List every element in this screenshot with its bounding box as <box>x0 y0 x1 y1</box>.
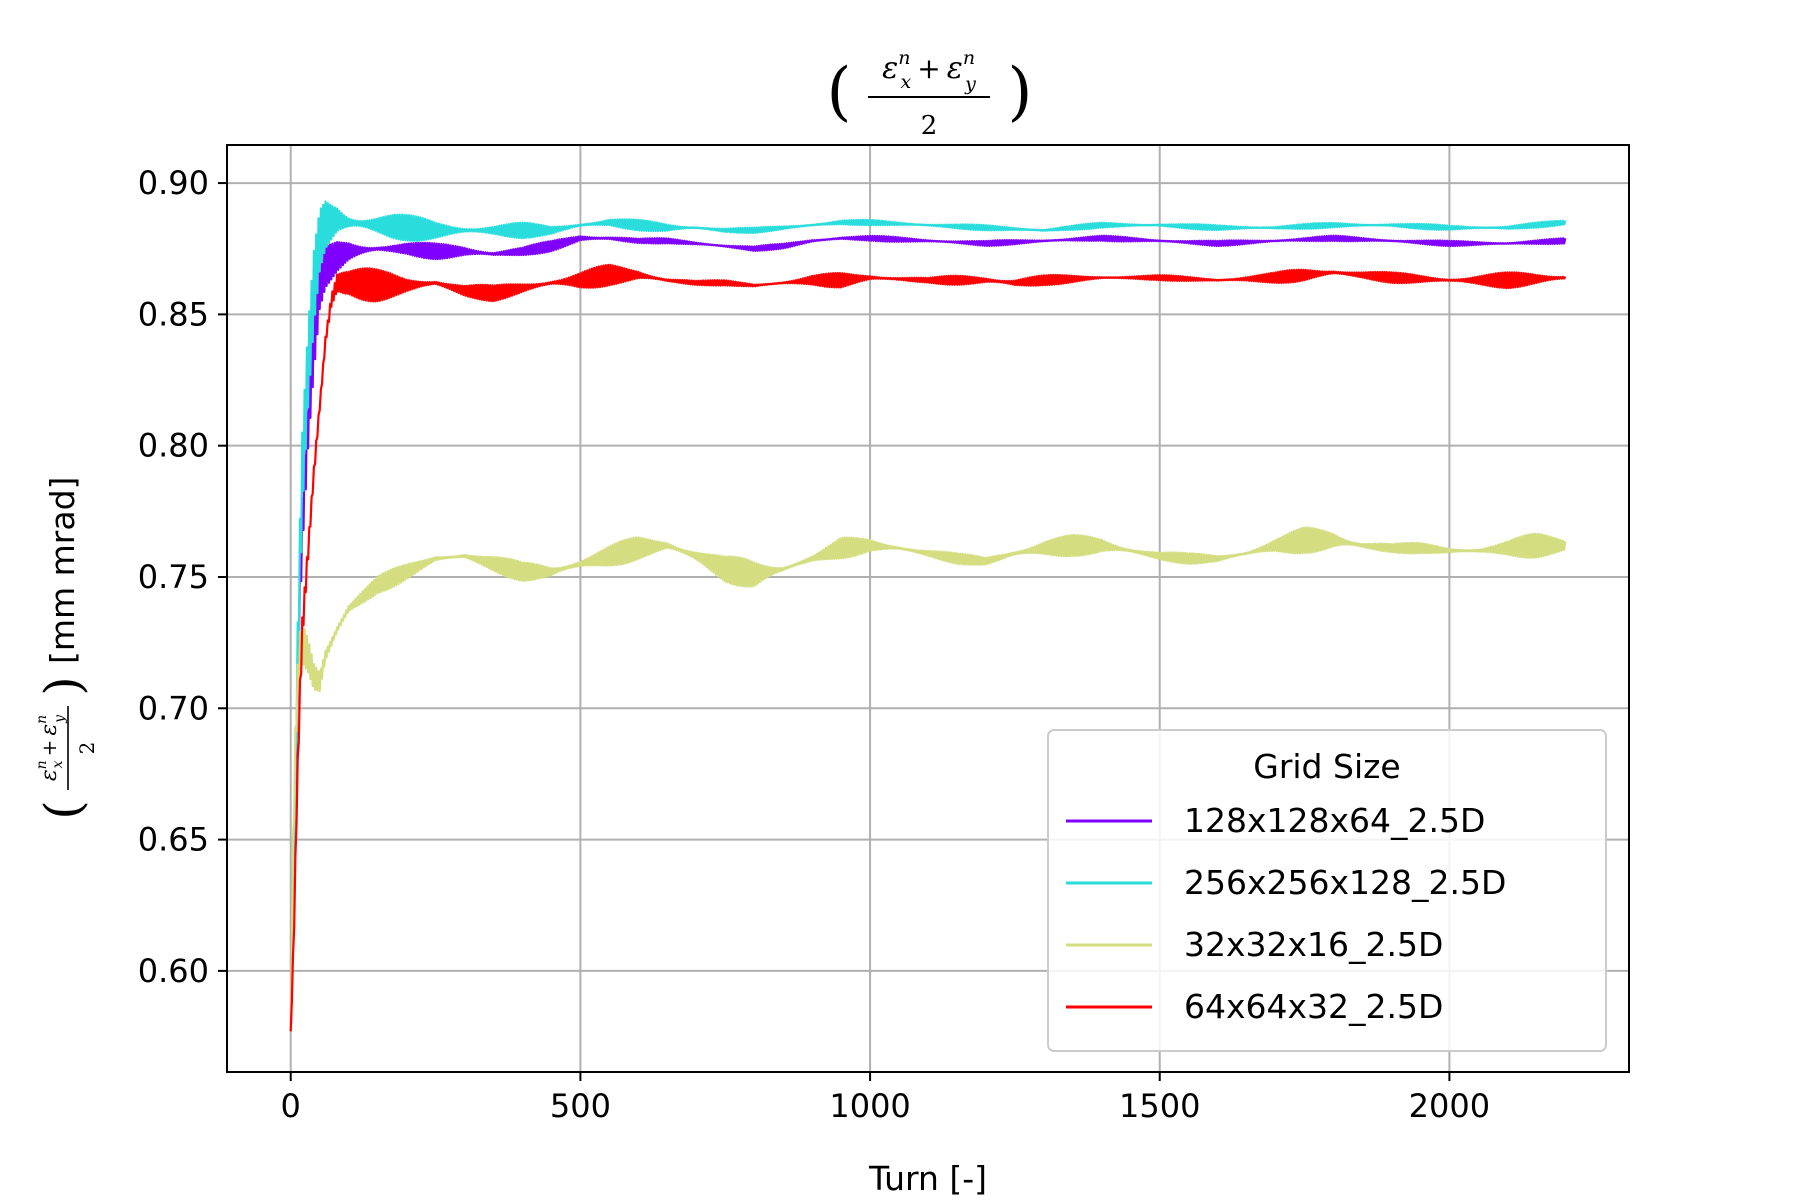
y-tick-label: 0.85 <box>138 295 209 333</box>
legend-label: 128x128x64_2.5D <box>1184 801 1485 840</box>
title-paren-left: ( <box>827 55 852 129</box>
series-line-32x32x16_2.5D <box>289 526 1567 1032</box>
x-tick-label: 2000 <box>1409 1087 1490 1125</box>
legend: Grid Size 128x128x64_2.5D 256x256x128_2.5… <box>1047 729 1607 1052</box>
series-layer <box>289 200 1567 1032</box>
legend-items: 128x128x64_2.5D 256x256x128_2.5D 32x32x16_… <box>1066 801 1506 1026</box>
y-label-paren-left: ( <box>34 800 92 820</box>
legend-label: 64x64x32_2.5D <box>1184 987 1443 1026</box>
y-tick-label: 0.75 <box>138 558 209 596</box>
y-axis-label: ( εnx+εn y 2 ) [mm mrad] <box>34 477 99 820</box>
title-numerator: εn x + εn y <box>882 47 976 95</box>
title-denominator: 2 <box>921 111 938 141</box>
legend-label: 256x256x128_2.5D <box>1184 863 1506 902</box>
y-label-paren-right: ) <box>34 676 92 696</box>
plot-area-frame <box>226 144 1630 1073</box>
legend-label: 32x32x16_2.5D <box>1184 925 1443 964</box>
y-tick-label: 0.65 <box>138 821 209 859</box>
x-tick-label: 1500 <box>1119 1087 1200 1125</box>
y-tick-label: 0.70 <box>138 689 209 727</box>
y-label-unit: [mm mrad] <box>43 477 82 664</box>
series-line-128x128x64_2.5D <box>289 234 1567 1032</box>
legend-box <box>1047 729 1607 1052</box>
y-tick-label: 0.90 <box>138 164 209 202</box>
title-paren-right: ) <box>1008 55 1033 129</box>
chart-title: ( εn x + εn y 2 ) <box>827 47 1033 141</box>
x-tick-label: 0 <box>281 1087 301 1125</box>
x-tick-label: 500 <box>550 1087 611 1125</box>
ticks: 0 500 1000 1500 2000 0.60 0.65 0.70 0.75 0.80 0.85… <box>138 164 1490 1125</box>
series-line-64x64x32_2.5D <box>289 263 1567 1032</box>
x-axis-label: Turn [-] <box>868 1159 987 1198</box>
series-line-256x256x128_2.5D <box>289 200 1567 1032</box>
legend-title: Grid Size <box>1253 747 1401 786</box>
y-tick-label: 0.80 <box>138 427 209 465</box>
y-tick-label: 0.60 <box>138 952 209 990</box>
y-label-numerator: εnx+εn y <box>34 714 68 781</box>
x-tick-label: 1000 <box>829 1087 910 1125</box>
y-label-denominator: 2 <box>75 742 99 755</box>
